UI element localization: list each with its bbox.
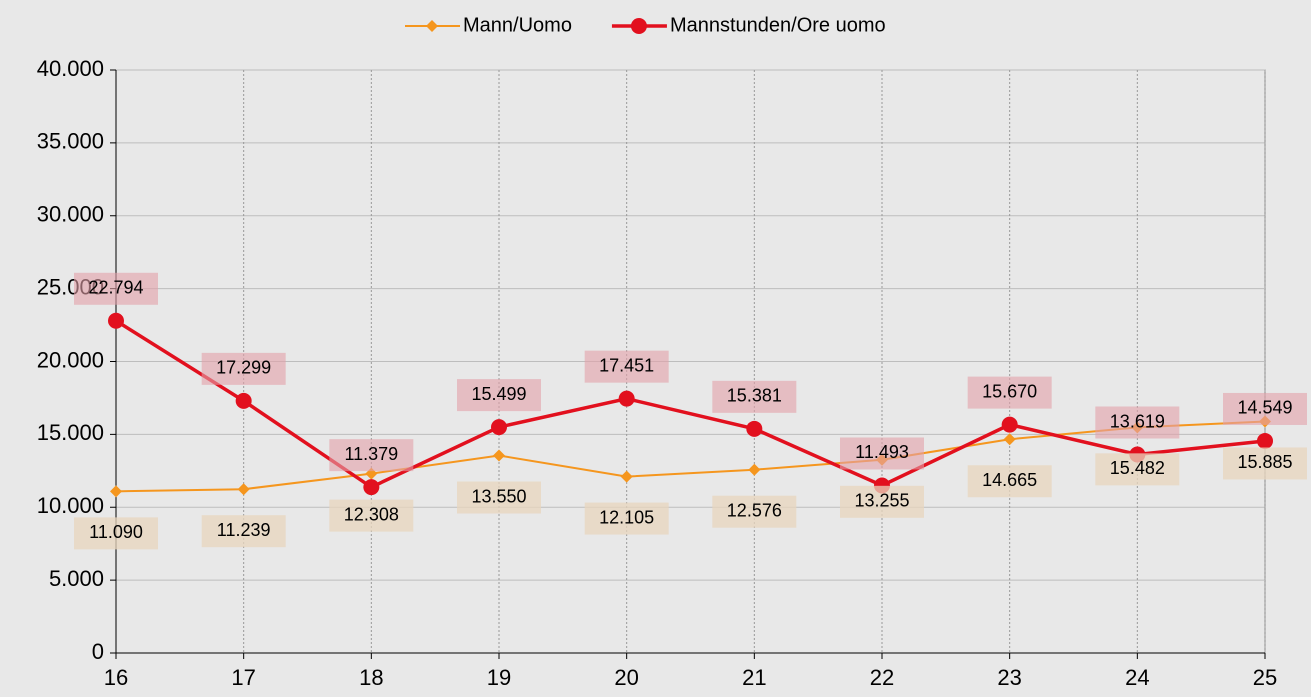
x-tick-label: 20 (614, 665, 638, 690)
y-tick-label: 35.000 (37, 129, 104, 154)
label-box (457, 481, 541, 514)
data-label: 22.794 (88, 278, 143, 298)
label-box (840, 437, 924, 470)
x-tick-label: 21 (742, 665, 766, 690)
y-tick-label: 0 (92, 639, 104, 664)
x-tick-label: 18 (359, 665, 383, 690)
point (1003, 433, 1016, 446)
point (1257, 432, 1273, 449)
x-tick-label: 24 (1125, 665, 1149, 690)
label-box (712, 380, 797, 413)
y-tick-label: 40.000 (37, 56, 104, 81)
data-label: 13.619 (1110, 411, 1165, 431)
y-tick-label: 15.000 (37, 420, 104, 445)
x-tick-label: 17 (231, 665, 255, 690)
point (618, 390, 635, 407)
point (746, 420, 763, 437)
data-label: 15.885 (1237, 452, 1292, 472)
y-tick-label: 5.000 (49, 566, 104, 591)
data-label: 13.550 (471, 486, 526, 506)
point (620, 470, 633, 483)
line (115, 319, 1266, 490)
label-box (584, 350, 669, 383)
legend-label: Mann/Uomo (463, 14, 572, 36)
data-label: 17.451 (599, 355, 654, 375)
x-tick-label: 25 (1253, 665, 1277, 690)
label-box (329, 499, 414, 532)
label-box (1095, 453, 1180, 486)
point (630, 18, 647, 34)
label-box (840, 485, 924, 518)
point (748, 463, 761, 476)
point (363, 479, 380, 496)
point (108, 312, 124, 329)
data-label: 11.090 (89, 522, 143, 542)
data-label: 13.255 (854, 491, 909, 511)
label-box (584, 502, 669, 535)
data-label: 17.299 (216, 358, 271, 378)
series (108, 312, 1273, 496)
label-box (712, 495, 797, 528)
data-label: 14.665 (982, 470, 1037, 490)
line (115, 420, 1266, 493)
label-box (201, 352, 286, 385)
label-box (74, 272, 158, 305)
data-label: 12.105 (599, 507, 654, 527)
label-box (1095, 406, 1180, 439)
y-tick-label: 30.000 (37, 202, 104, 227)
x-tick-label: 23 (997, 665, 1021, 690)
x-tick-label: 19 (487, 665, 511, 690)
legend-label: Mannstunden/Ore uomo (670, 14, 886, 36)
label-box (1223, 392, 1307, 425)
point (493, 449, 505, 462)
data-label: 15.482 (1110, 458, 1165, 478)
point (235, 392, 252, 409)
point (491, 419, 507, 436)
data-label: 12.576 (727, 500, 782, 520)
point (1001, 416, 1018, 433)
point (237, 483, 250, 496)
label-box (457, 379, 541, 412)
y-tick-label: 20.000 (37, 347, 104, 372)
label-box (201, 515, 286, 548)
data-label: 12.308 (344, 504, 399, 524)
x-tick-label: 16 (104, 665, 128, 690)
data-label: 11.493 (855, 442, 909, 462)
data-label: 11.239 (217, 520, 271, 540)
data-label: 15.670 (982, 381, 1037, 401)
label-box (1223, 447, 1307, 480)
data-label: 15.499 (471, 384, 526, 404)
y-tick-label: 10.000 (37, 493, 104, 518)
label-box (329, 439, 414, 472)
point (426, 20, 438, 32)
data-label: 11.379 (344, 444, 398, 464)
label-box (967, 376, 1052, 409)
point (110, 485, 122, 498)
x-tick-label: 22 (870, 665, 894, 690)
data-label: 14.549 (1237, 398, 1292, 418)
data-label: 15.381 (727, 386, 782, 406)
label-box (74, 517, 158, 550)
label-box (967, 465, 1052, 498)
